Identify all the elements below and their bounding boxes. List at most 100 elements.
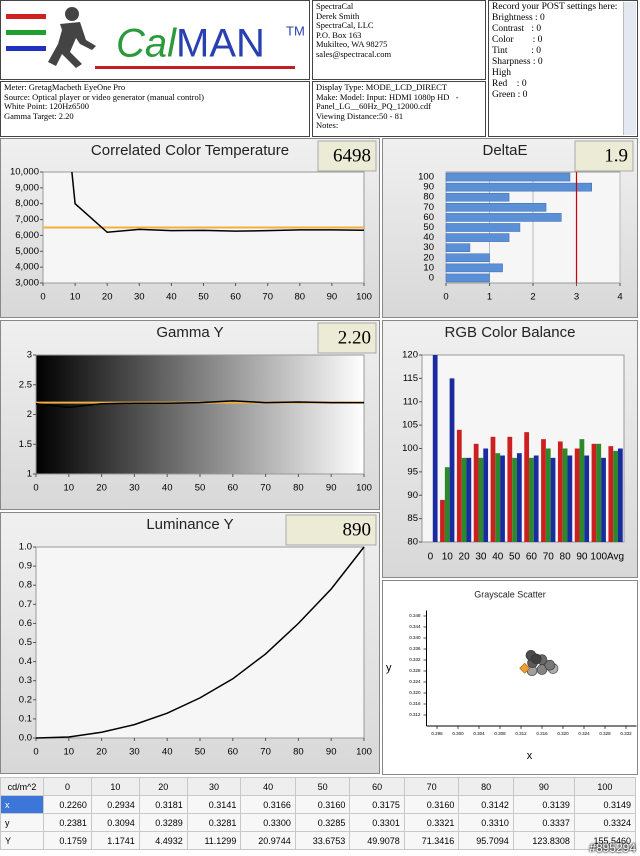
x-tick-label: 60 — [228, 483, 239, 494]
y-tick-label: 60 — [423, 212, 434, 223]
table-row: x 0.2260 0.2934 0.3181 0.3141 0.3166 0.3160 0.3… — [0, 795, 637, 814]
table-cell: 0.3281 — [186, 813, 242, 832]
info-line: Panel_LG__60Hz_PQ_12000.cdf — [316, 101, 431, 112]
y-tick-label: 0.6 — [19, 618, 32, 629]
value-box-text: 6498 — [333, 145, 371, 166]
x-tick-label: 50 — [195, 747, 206, 758]
value-box — [317, 140, 377, 172]
value-box — [317, 322, 377, 354]
data-line — [35, 546, 365, 739]
info-line: Notes: — [316, 120, 339, 131]
table-cell: 0.3310 — [458, 813, 514, 832]
y-tick-label: 0.344 — [409, 624, 421, 629]
y-tick-label: 5,000 — [15, 246, 39, 257]
x-tick-label: 10 — [70, 292, 81, 303]
bar — [445, 223, 521, 232]
x-tick-label: 3 — [574, 292, 579, 303]
x-tick-label: 0.316 — [536, 731, 548, 736]
table-cell: 0.3175 — [349, 795, 405, 814]
y-tick-label: 95 — [407, 466, 418, 477]
logo: Cal MAN TM — [0, 0, 310, 80]
bar — [591, 443, 597, 542]
bar — [432, 355, 438, 542]
table-cell: 0.3166 — [240, 795, 296, 814]
table-cell: 0.3324 — [573, 813, 637, 832]
y-tick-label: 0.2 — [19, 694, 32, 705]
y-tick-label: 0.316 — [409, 701, 421, 706]
info-line: Red : 0 — [492, 79, 527, 89]
y-tick-label: 0.340 — [409, 635, 421, 640]
info-line: Derek Smith — [316, 10, 360, 21]
table-cell: 0.3149 — [573, 795, 637, 814]
table-cell: 0.3300 — [240, 813, 296, 832]
y-tick-label: 30 — [423, 242, 434, 253]
data-line — [35, 400, 364, 409]
header-cell: 30 — [186, 777, 242, 796]
x-tick-label: 10 — [442, 552, 454, 563]
y-tick-label: 0.320 — [409, 690, 421, 695]
target-point — [519, 662, 531, 674]
y-tick-label: 10,000 — [10, 167, 39, 178]
header-cell: 50 — [294, 777, 351, 796]
bar — [490, 436, 496, 542]
table-cell: 0.3142 — [458, 795, 514, 814]
x-tick-label: 50 — [509, 552, 521, 563]
chart-title: Correlated Color Temperature — [91, 142, 289, 159]
table-cell: 4.4932 — [138, 831, 188, 850]
logo-bar — [6, 14, 46, 19]
info-line: P.O. Box 163 — [316, 29, 362, 40]
row-label: Y — [0, 831, 44, 850]
y-tick-label: 1.5 — [19, 439, 32, 450]
info-line: SpectraCal — [316, 1, 354, 11]
x-tick-label: 90 — [326, 483, 337, 494]
y-tick-label: 105 — [402, 420, 418, 431]
x-tick-label: 80 — [560, 552, 572, 563]
data-line — [71, 171, 365, 234]
table-cell: 0.2381 — [43, 813, 92, 832]
bar — [524, 432, 530, 542]
x-tick-label: 50 — [198, 292, 209, 303]
bar — [512, 457, 517, 542]
scrollbar[interactable] — [623, 2, 636, 135]
x-tick-label: 10 — [64, 747, 75, 758]
bar — [557, 441, 563, 542]
post-box: Record your POST settings here: Brightnes… — [488, 0, 638, 137]
panel-bg — [382, 580, 638, 775]
x-tick-label: 0.312 — [515, 731, 527, 736]
logo-text: MAN — [176, 22, 265, 66]
header-cell: 60 — [349, 777, 405, 796]
x-axis-label: x — [527, 750, 533, 762]
info-line: White Point: 120Hz6500 — [4, 101, 89, 112]
x-tick-label: 0.304 — [473, 731, 485, 736]
info-line: Make: Model: Input: HDMI 1080p HD - — [316, 91, 459, 102]
bar — [541, 439, 546, 542]
y-tick-label: 0.0 — [19, 733, 32, 744]
bar — [444, 467, 450, 542]
bar — [567, 455, 573, 542]
logo-runner — [48, 7, 96, 68]
x-tick-label: 0.300 — [452, 731, 464, 736]
header-cell: 90 — [512, 777, 575, 796]
table-cell: 0.3094 — [90, 813, 140, 832]
y-tick-label: 110 — [403, 396, 418, 407]
y-tick-label: 100 — [418, 172, 434, 183]
table-cell: 0.3321 — [403, 813, 460, 832]
rgb-panel: RGB Color Balance80859095100105110115120… — [382, 320, 638, 578]
y-tick-label: 0.324 — [409, 679, 421, 684]
chart-title: Luminance Y — [146, 516, 233, 533]
info-line: SpectraCal, LLC — [316, 20, 374, 31]
bar — [445, 253, 490, 263]
x-tick-label: 80 — [295, 292, 306, 303]
bar — [445, 243, 471, 252]
info-line: Source: Optical player or video generato… — [4, 91, 204, 102]
luminance-panel: Luminance Y 890 0.0 0.1 0.2 0.3 0.4 0.5 0.6 0.7 0.… — [0, 512, 380, 774]
y-tick-label: 2.5 — [19, 379, 32, 390]
x-tick-label: 20 — [102, 292, 113, 303]
info-line: Brightness : 0 — [492, 13, 545, 23]
x-tick-label: 0 — [33, 747, 38, 758]
chart-title: Grayscale Scatter — [474, 589, 546, 599]
x-tick-label: 40 — [162, 483, 173, 494]
y-tick-label: 10 — [423, 262, 434, 273]
